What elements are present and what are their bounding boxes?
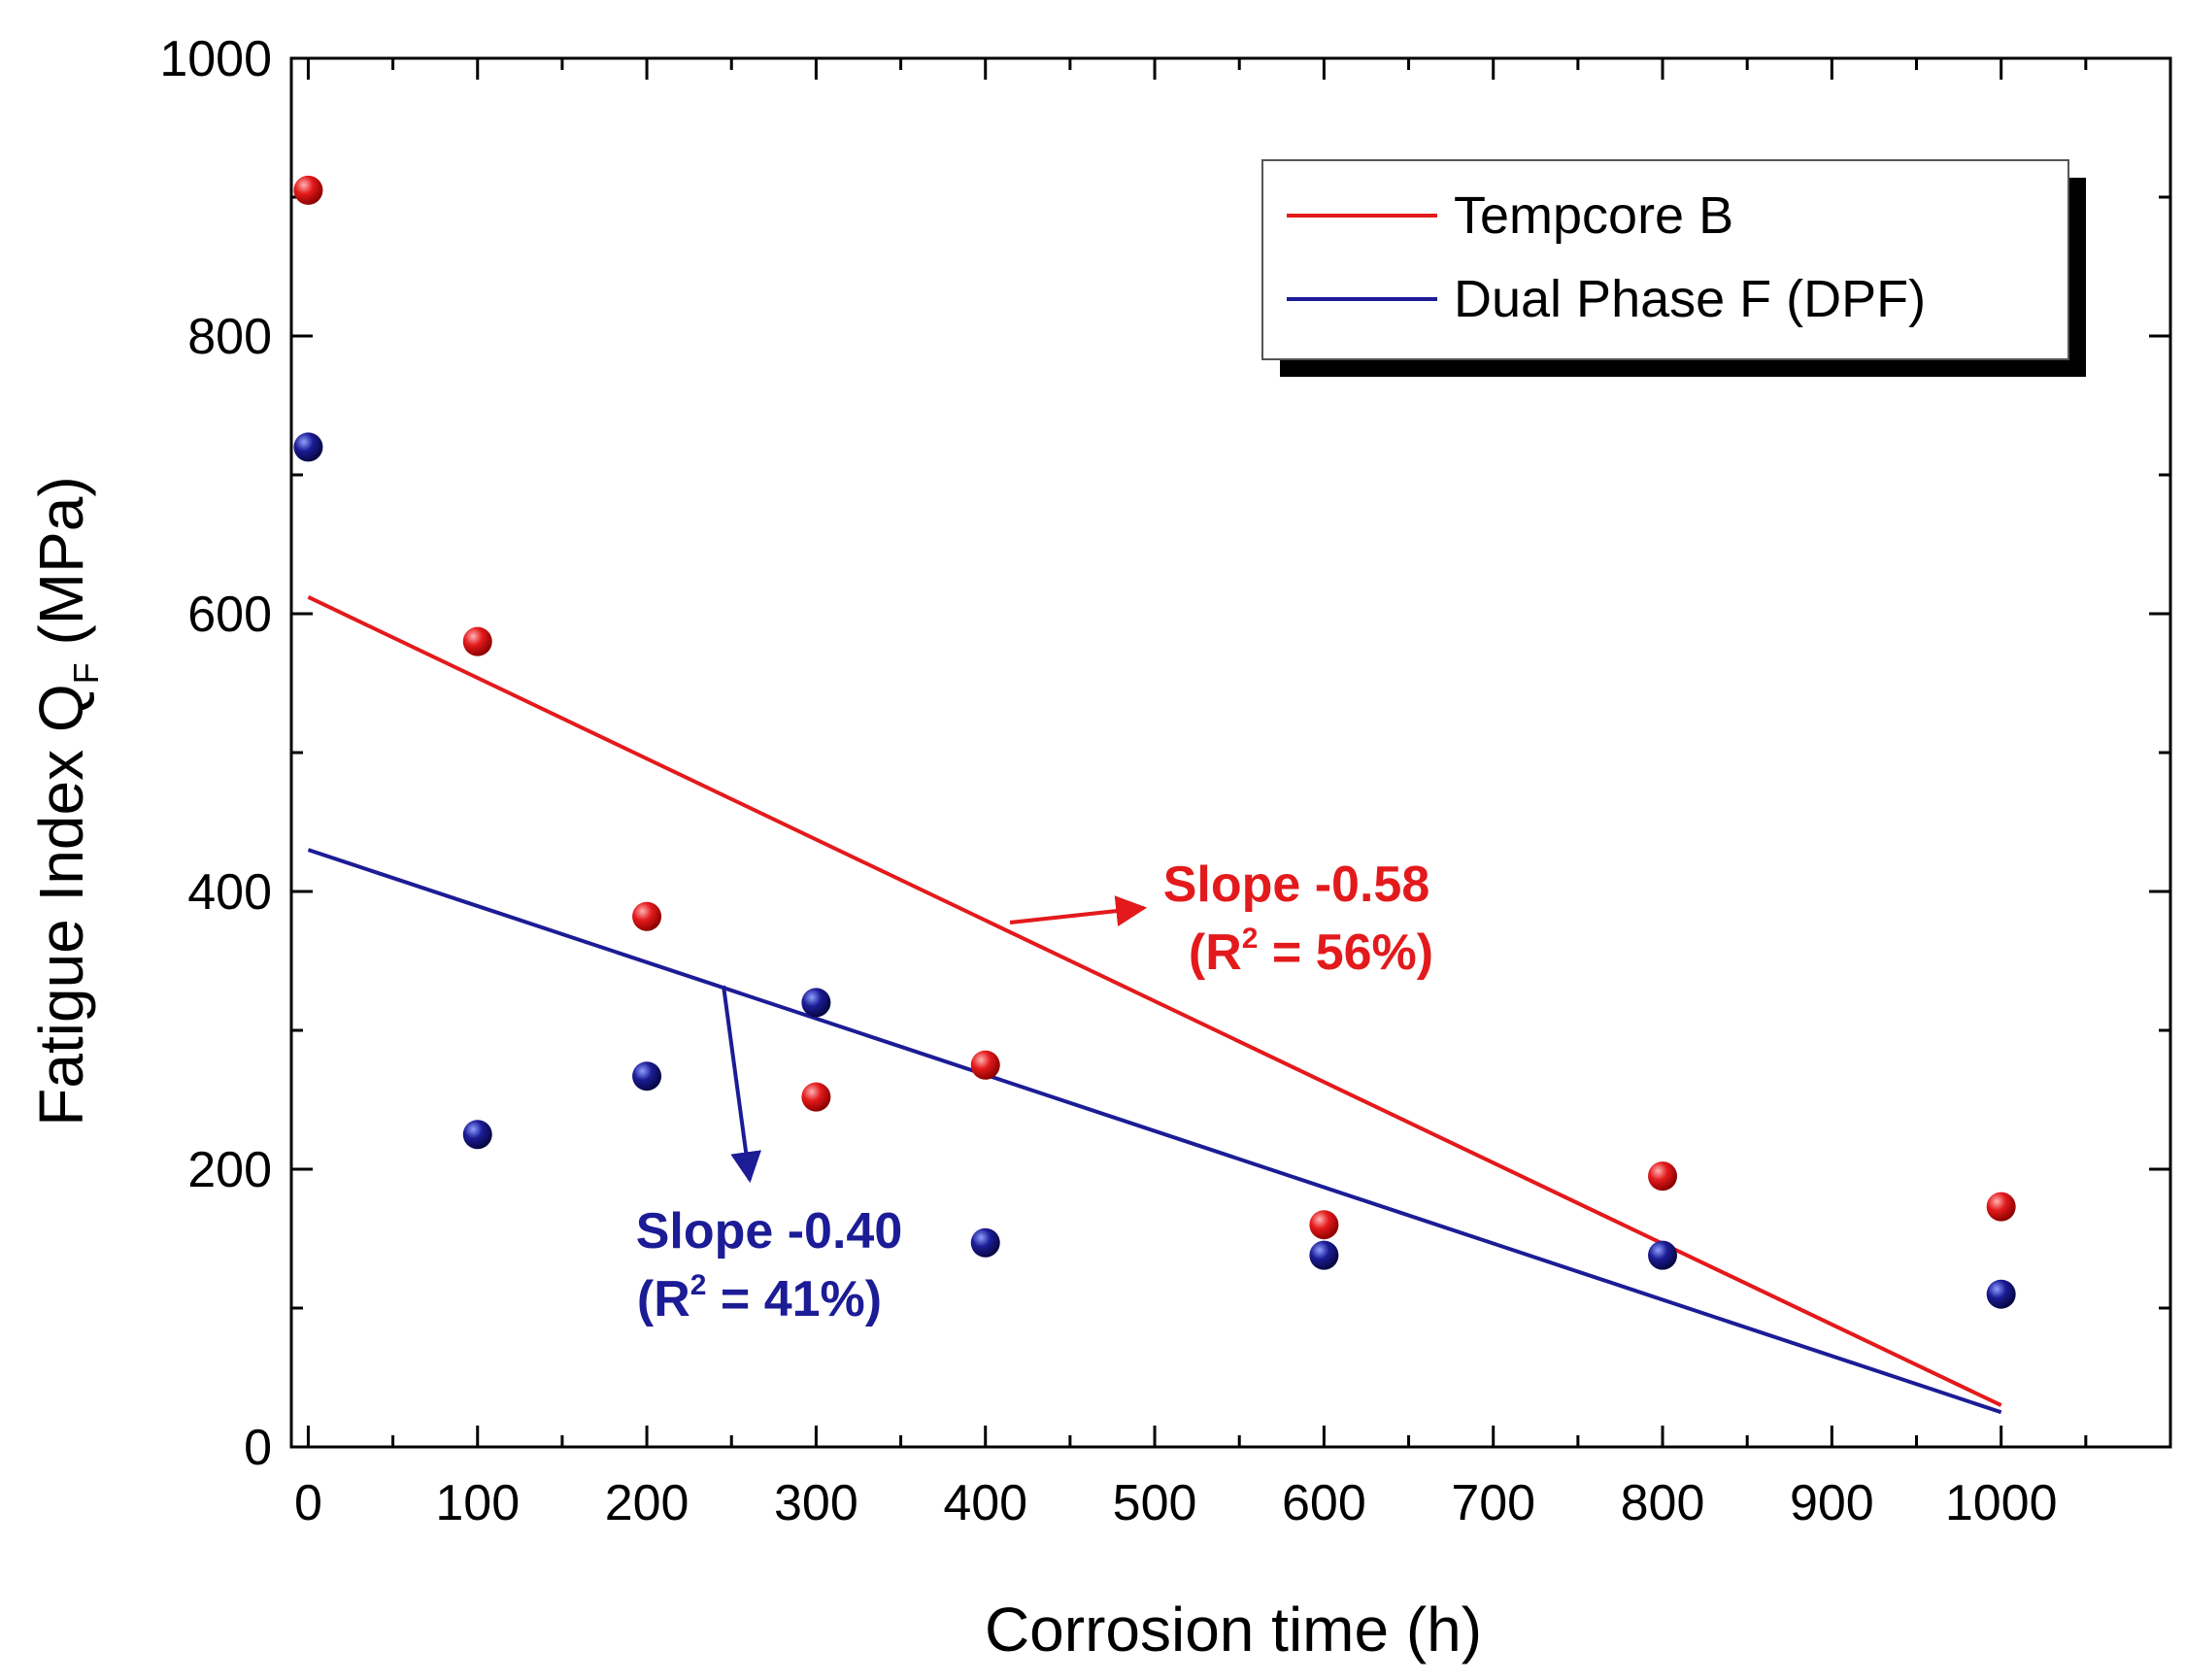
data-point-dual-phase-f [293, 432, 323, 462]
x-tick-label: 0 [294, 1475, 322, 1531]
legend-label-dual-phase-f: Dual Phase F (DPF) [1454, 270, 1926, 328]
annotation-tempcore-b: Slope -0.58 (R2 = 56%) [1009, 857, 1433, 981]
x-tick-label: 700 [1451, 1475, 1535, 1531]
data-point-dual-phase-f [1648, 1240, 1678, 1270]
data-point-dual-phase-f [1986, 1279, 2016, 1309]
data-point-tempcore-b [801, 1082, 831, 1112]
data-point-dual-phase-f [970, 1227, 1000, 1258]
data-point-tempcore-b [970, 1050, 1000, 1080]
annotation-arrow-dual-phase-f [722, 985, 762, 1184]
legend: Tempcore B Dual Phase F (DPF) [1261, 159, 2086, 377]
x-tick-label: 900 [1790, 1475, 1874, 1531]
annotation-r2-tempcore-b: (R2 = 56%) [1189, 923, 1433, 981]
data-point-tempcore-b [1986, 1192, 2016, 1222]
fit-line-tempcore-b [307, 595, 2002, 1407]
y-axis-title: Fatigue Index QF (MPa) [26, 476, 106, 1126]
x-tick-label: 1000 [1945, 1475, 2058, 1531]
y-tick-label: 0 [244, 1420, 272, 1476]
data-point-tempcore-b [293, 175, 323, 205]
annotation-dual-phase-f: Slope -0.40 (R2 = 41%) [636, 985, 903, 1327]
legend-box [1261, 159, 2069, 360]
x-tick-label: 200 [605, 1475, 689, 1531]
data-point-tempcore-b [632, 901, 662, 931]
annotation-r2-dual-phase-f: (R2 = 41%) [637, 1269, 882, 1327]
data-point-dual-phase-f [632, 1061, 662, 1092]
y-tick-label: 600 [187, 587, 272, 643]
annotation-arrow-tempcore-b [1009, 895, 1148, 927]
x-tick-label: 500 [1113, 1475, 1197, 1531]
fit-line-dual-phase-f [307, 848, 2002, 1415]
x-tick-label: 300 [774, 1475, 858, 1531]
data-point-dual-phase-f [801, 988, 831, 1018]
data-point-tempcore-b [1309, 1210, 1339, 1240]
x-tick-label: 600 [1282, 1475, 1366, 1531]
annotation-slope-dual-phase-f: Slope -0.40 [636, 1203, 903, 1260]
x-tick-label: 400 [943, 1475, 1027, 1531]
y-tick-label: 800 [187, 309, 272, 365]
y-tick-label: 200 [187, 1142, 272, 1198]
y-tick-label: 400 [187, 864, 272, 921]
annotation-slope-tempcore-b: Slope -0.58 [1163, 857, 1430, 913]
y-tick-label: 1000 [159, 31, 272, 87]
data-point-tempcore-b [1648, 1161, 1678, 1192]
data-point-dual-phase-f [1309, 1240, 1339, 1270]
data-points [293, 175, 2016, 1309]
data-point-dual-phase-f [462, 1120, 492, 1150]
x-axis-title: Corrosion time (h) [985, 1595, 1482, 1664]
axes: 0 100 200 300 400 500 600 700 800 900 1000 0 200 400 6… [159, 31, 2172, 1531]
fit-lines [307, 595, 2002, 1415]
x-tick-label: 100 [435, 1475, 520, 1531]
data-point-tempcore-b [462, 626, 492, 656]
x-tick-label: 800 [1621, 1475, 1705, 1531]
legend-label-tempcore-b: Tempcore B [1454, 186, 1733, 245]
